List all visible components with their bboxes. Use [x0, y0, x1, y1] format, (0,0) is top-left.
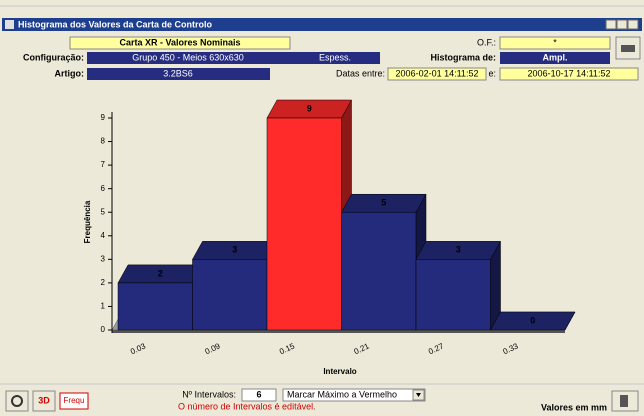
y-tick-label: 9 [101, 113, 106, 122]
intervals-field[interactable] [241, 388, 277, 402]
floor-edge [112, 330, 565, 333]
dropdown-arrow-icon [416, 393, 421, 397]
close-button[interactable] [627, 19, 639, 30]
of-field[interactable] [499, 36, 611, 50]
bar-front [117, 282, 193, 331]
btn-freq-label: Frequ [64, 396, 85, 405]
dates-label: Datas entre: [336, 68, 385, 78]
y-axis-title: Frequência [83, 200, 92, 243]
config-type: Espess. [319, 52, 351, 62]
config-value: Grupo 450 - Meios 630x630 [132, 52, 244, 62]
article-label: Artigo: [55, 68, 85, 78]
bar-top [490, 311, 576, 331]
bar [266, 99, 352, 331]
intervals-value: 6 [256, 389, 261, 399]
y-tick-label: 3 [101, 254, 106, 263]
data-label: 3 [456, 245, 461, 255]
units-label: Valores em mm [541, 402, 607, 412]
y-tick-label: 7 [101, 160, 106, 169]
date-to-field[interactable] [499, 67, 639, 81]
btn-3d[interactable] [32, 390, 56, 412]
window-title: Histograma dos Valores da Carta de Contr… [18, 19, 213, 29]
y-tick-label: 4 [101, 231, 106, 240]
y-tick-label: 5 [101, 207, 106, 216]
bar-front [266, 117, 342, 331]
histogram-value: Ampl. [542, 52, 567, 62]
histogram-label: Histograma de: [430, 52, 496, 62]
bar [341, 193, 427, 331]
date-from-field[interactable] [387, 67, 487, 81]
bar [490, 311, 576, 331]
article-field [87, 68, 270, 80]
bar-front [341, 211, 417, 331]
config-label: Configuração: [23, 52, 84, 62]
minimize-button[interactable] [605, 19, 617, 30]
y-tick-label: 1 [101, 302, 106, 311]
x-axis-title: Intervalo [323, 367, 356, 376]
date-to: 2006-10-17 14:11:52 [528, 68, 611, 78]
btn-freq[interactable] [59, 392, 89, 410]
data-label: 0 [530, 315, 535, 325]
y-tick-label: 2 [101, 278, 106, 287]
intervals-hint: O número de Intervalos é editável. [178, 401, 316, 411]
config-type-field [290, 52, 380, 64]
chart-title-field [69, 36, 291, 50]
bar-front [415, 259, 491, 331]
y-tick-label: 6 [101, 184, 106, 193]
print-icon [621, 45, 635, 52]
title-bar [2, 18, 642, 31]
of-label: O.F.: [477, 37, 496, 47]
article-value: 3.2BS6 [163, 68, 193, 78]
intervals-label: Nº Intervalos: [182, 389, 236, 399]
exit-icon [620, 395, 628, 407]
window-icon [5, 20, 14, 29]
y-tick-label: 8 [101, 137, 106, 146]
mark-dropdown[interactable] [282, 388, 426, 402]
bar [415, 240, 501, 331]
histogram-chart: 0123456789FrequênciaIntervalo20.0330.099… [83, 99, 576, 376]
btn-3d-label: 3D [38, 395, 50, 405]
options-button[interactable] [5, 390, 29, 412]
data-label: 9 [307, 103, 312, 113]
config-field [87, 52, 290, 64]
dates-and: e: [488, 68, 496, 78]
bar-front [192, 259, 268, 331]
mark-option: Marcar Máximo a Vermelho [287, 389, 397, 399]
data-label: 2 [158, 268, 163, 278]
data-label: 5 [381, 198, 386, 208]
data-label: 3 [232, 245, 237, 255]
histogram-field[interactable] [500, 52, 610, 64]
options-icon [11, 395, 23, 407]
maximize-button[interactable] [616, 19, 628, 30]
of-value: * [553, 37, 557, 47]
y-tick-label: 0 [101, 325, 106, 334]
chart-title: Carta XR - Valores Nominais [119, 37, 240, 47]
date-from: 2006-02-01 14:11:52 [396, 68, 479, 78]
